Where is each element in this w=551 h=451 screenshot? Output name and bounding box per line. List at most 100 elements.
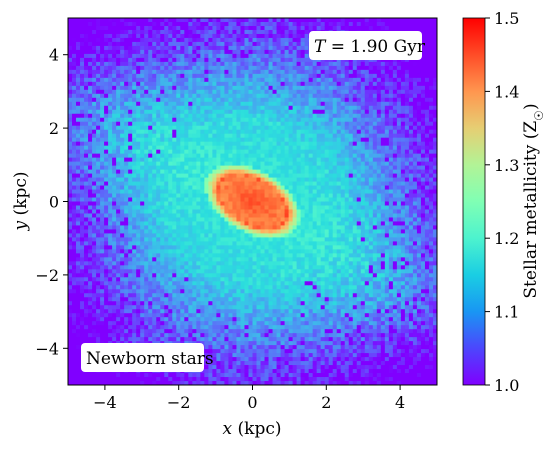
heatmap-cell [108, 161, 113, 167]
heatmap-cell [104, 181, 109, 187]
heatmap-cell [196, 333, 201, 338]
heatmap-cell [132, 137, 137, 143]
heatmap-cell [112, 109, 117, 115]
heatmap-cell [220, 257, 225, 262]
heatmap-cell [184, 213, 189, 218]
heatmap-cell [108, 305, 113, 310]
heatmap-cell [276, 197, 282, 202]
heatmap-cell [136, 313, 141, 318]
heatmap-cell [188, 301, 193, 306]
heatmap-cell [80, 213, 85, 218]
heatmap-cell [280, 377, 286, 382]
heatmap-cell [160, 37, 165, 43]
heatmap-cell [280, 137, 286, 143]
heatmap-cell [244, 89, 249, 95]
heatmap-cell [68, 57, 73, 63]
heatmap-cell [164, 317, 169, 322]
heatmap-cell [96, 317, 101, 322]
heatmap-cell [88, 209, 93, 214]
heatmap-cell [148, 377, 153, 382]
heatmap-cell [100, 265, 105, 270]
heatmap-cell [160, 201, 165, 206]
heatmap-cell [140, 29, 145, 35]
heatmap-cell [184, 185, 189, 191]
heatmap-cell [224, 177, 229, 183]
heatmap-cell [172, 317, 177, 322]
heatmap-cell [228, 21, 233, 27]
heatmap-cell [248, 197, 253, 202]
heatmap-cell [112, 21, 117, 27]
heatmap-cell [236, 281, 241, 286]
heatmap-cell [152, 49, 157, 55]
heatmap-cell [192, 21, 197, 27]
heatmap-cell [136, 173, 141, 179]
heatmap-cell [244, 213, 249, 218]
heatmap-cell [112, 33, 117, 39]
heatmap-cell [188, 37, 193, 43]
heatmap-cell [88, 41, 93, 47]
heatmap-cell [156, 177, 161, 183]
heatmap-cell [144, 173, 149, 179]
heatmap-cell [180, 317, 185, 322]
heatmap-cell [248, 37, 253, 43]
heatmap-cell [84, 193, 89, 199]
heatmap-cell [176, 265, 181, 270]
heatmap-cell [248, 289, 253, 294]
heatmap-cell [208, 45, 213, 51]
heatmap-cell [132, 285, 137, 290]
heatmap-cell [200, 77, 205, 83]
heatmap-cell [268, 157, 274, 163]
heatmap-cell [112, 265, 117, 270]
heatmap-cell [164, 29, 169, 35]
heatmap-cell [152, 69, 157, 75]
heatmap-cell [72, 101, 77, 107]
heatmap-cell [192, 205, 197, 210]
heatmap-cell [256, 165, 262, 171]
heatmap-cell [68, 21, 73, 27]
heatmap-cell [164, 249, 169, 254]
heatmap-cell [276, 185, 282, 191]
heatmap-cell [252, 217, 258, 222]
heatmap-cell [272, 361, 278, 366]
heatmap-cell [76, 209, 81, 214]
heatmap-cell [88, 293, 93, 298]
heatmap-cell [272, 245, 278, 250]
heatmap-cell [152, 29, 157, 35]
heatmap-cell [272, 129, 278, 135]
heatmap-cell [196, 101, 201, 107]
heatmap-cell [272, 325, 278, 330]
heatmap-cell [116, 249, 121, 254]
heatmap-cell [76, 377, 81, 382]
heatmap-cell [148, 77, 153, 83]
heatmap-cell [80, 253, 85, 258]
heatmap-cell [280, 169, 286, 175]
heatmap-cell [228, 165, 233, 171]
heatmap-cell [100, 21, 105, 27]
heatmap-cell [252, 337, 258, 342]
heatmap-cell [144, 333, 149, 338]
heatmap-cell [84, 305, 89, 310]
heatmap-cell [232, 349, 237, 354]
heatmap-cell [100, 149, 105, 155]
heatmap-cell [272, 217, 278, 222]
heatmap-cell [104, 309, 109, 314]
heatmap-cell [264, 181, 270, 187]
heatmap-cell [96, 209, 101, 214]
heatmap-cell [120, 117, 125, 123]
heatmap-cell [236, 18, 241, 23]
heatmap-cell [76, 37, 81, 43]
heatmap-cell [272, 233, 278, 238]
heatmap-cell [164, 77, 169, 83]
heatmap-cell [284, 57, 290, 63]
heatmap-cell [132, 381, 137, 385]
heatmap-cell [204, 329, 209, 334]
heatmap-cell [88, 381, 93, 385]
heatmap-cell [164, 301, 169, 306]
heatmap-cell [196, 133, 201, 139]
heatmap-cell [160, 237, 165, 242]
heatmap-cell [96, 229, 101, 234]
heatmap-cell [272, 345, 278, 350]
heatmap-cell [232, 285, 237, 290]
heatmap-cell [220, 349, 225, 354]
heatmap-cell [116, 117, 121, 123]
